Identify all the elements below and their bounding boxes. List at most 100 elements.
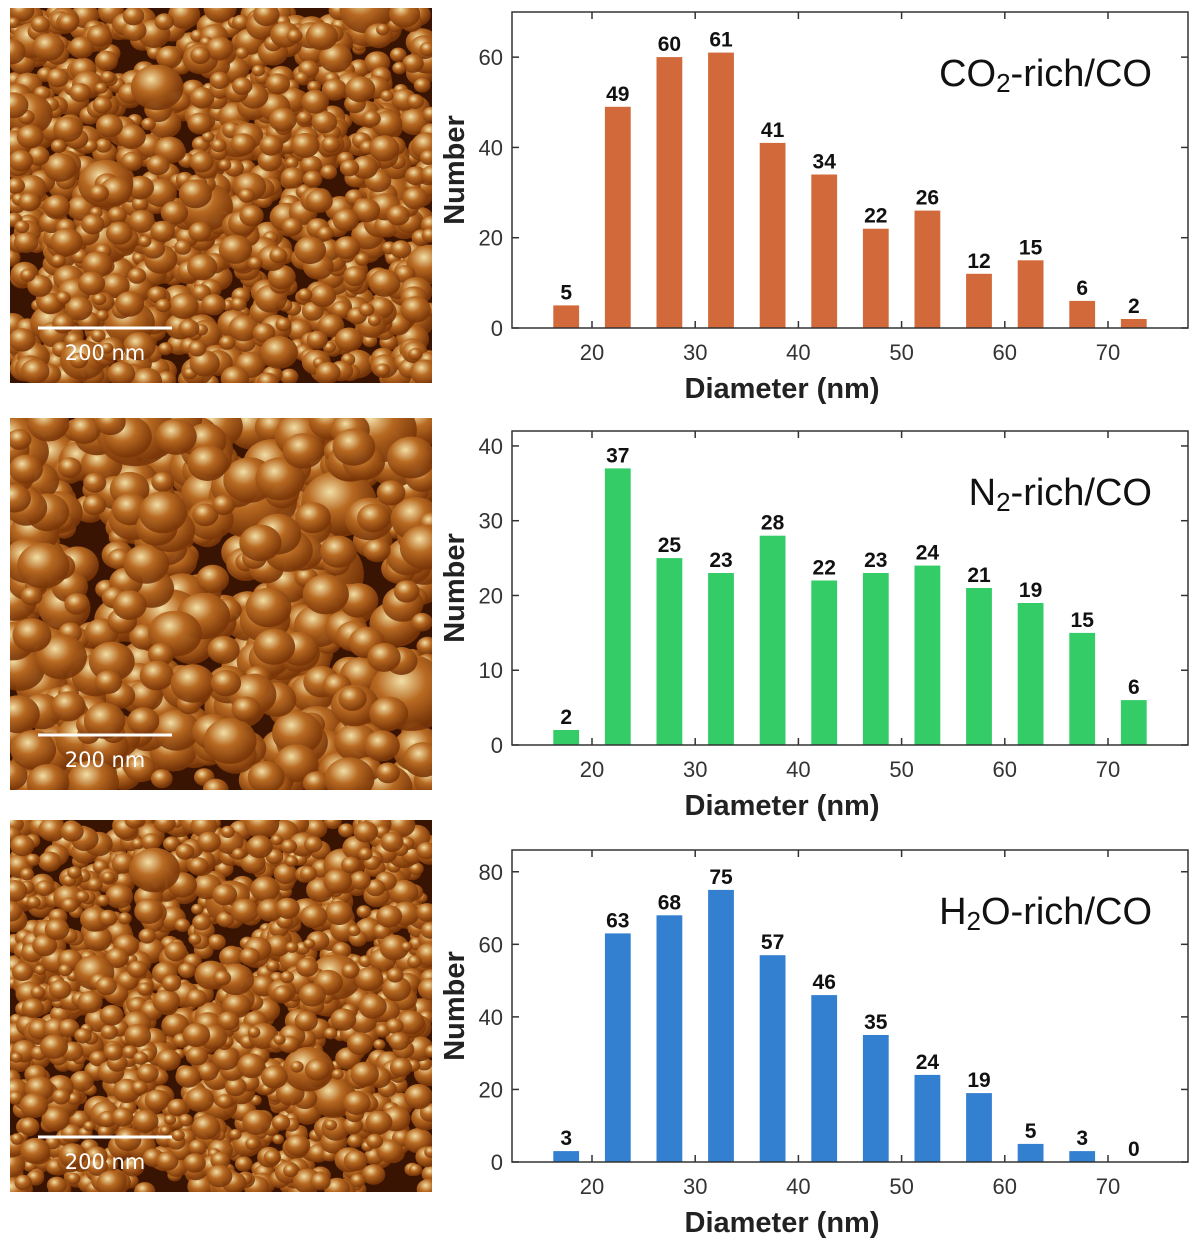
bar-value-label: 34 (813, 151, 837, 174)
bar-value-label: 23 (709, 549, 732, 572)
histogram-bar (1017, 260, 1044, 328)
histogram-bar (862, 1035, 889, 1162)
bar-value-label: 75 (709, 866, 733, 889)
x-tick-label: 20 (580, 757, 604, 782)
histogram-bar (1120, 319, 1147, 328)
panel-title: N2-rich/CO (969, 472, 1152, 517)
afm-image-3: 200 nm (10, 820, 432, 1192)
bar-value-label: 5 (560, 281, 572, 304)
bar-value-label: 0 (1128, 1138, 1140, 1161)
bar-value-label: 28 (761, 512, 785, 535)
y-tick-label: 40 (479, 1005, 503, 1030)
bar-value-label: 63 (606, 909, 629, 932)
histogram-bar (1120, 700, 1147, 745)
bar-value-label: 12 (967, 250, 990, 273)
plot-frame (511, 11, 1189, 329)
bar-value-label: 37 (606, 444, 629, 467)
bar-value-label: 57 (761, 931, 784, 954)
x-tick-label: 40 (786, 1174, 810, 1199)
histogram-bar (811, 580, 838, 745)
histogram-bar (708, 52, 734, 328)
scale-bar-label: 200 nm (65, 341, 146, 365)
y-tick-label: 60 (479, 932, 503, 957)
histogram-bar (1069, 632, 1096, 745)
y-tick-label: 80 (479, 860, 503, 885)
histogram-bar (708, 889, 734, 1162)
x-tick-label: 50 (889, 1174, 913, 1199)
histogram-bar (966, 588, 992, 745)
histogram-bar (553, 730, 580, 745)
histogram-bar (604, 106, 631, 328)
bar-value-label: 15 (1019, 236, 1043, 259)
histogram-bar (604, 468, 631, 745)
histogram-n2-rich: 2 37 25 23 28 22 23 24 21 19 15 6 20 30 40 50 60 70 0 10 20 3… (432, 415, 1200, 830)
x-axis-title: Diameter (nm) (685, 790, 880, 822)
x-tick-label: 30 (683, 1174, 707, 1199)
y-tick-label: 40 (479, 434, 503, 459)
y-axis-title: Number (439, 533, 471, 643)
histogram-bar (656, 558, 683, 745)
x-tick-label: 40 (786, 340, 810, 365)
histogram-bar (966, 273, 992, 328)
bar-value-label: 24 (916, 1051, 940, 1074)
histogram-bar (914, 565, 941, 745)
bar-value-label: 6 (1128, 676, 1140, 699)
bar-value-label: 15 (1071, 609, 1095, 632)
bar-value-label: 41 (761, 119, 785, 142)
afm-image-1: 200 nm (10, 8, 432, 383)
histogram-bar (1069, 1151, 1096, 1162)
bar-value-label: 26 (916, 187, 939, 210)
x-tick-label: 70 (1096, 1174, 1120, 1199)
bar-value-label: 5 (1025, 1120, 1037, 1143)
bar-value-label: 3 (1076, 1127, 1088, 1150)
x-tick-label: 70 (1096, 757, 1120, 782)
bar-value-label: 61 (709, 29, 733, 52)
histogram-bar (811, 174, 838, 328)
x-tick-label: 40 (786, 757, 810, 782)
bar-value-label: 22 (813, 557, 836, 580)
bar-value-label: 3 (560, 1127, 572, 1150)
x-tick-label: 50 (889, 340, 913, 365)
x-axis-title: Diameter (nm) (685, 1207, 880, 1239)
y-tick-label: 0 (491, 1150, 503, 1175)
x-tick-label: 60 (993, 1174, 1017, 1199)
y-tick-label: 60 (479, 45, 503, 70)
y-tick-label: 20 (479, 226, 503, 251)
bar-value-label: 21 (967, 564, 991, 587)
histogram-bar (604, 933, 631, 1162)
histogram-bar (862, 573, 889, 745)
histogram-bar (1069, 300, 1096, 328)
bar-value-label: 60 (658, 33, 681, 56)
bar-value-label: 23 (864, 549, 887, 572)
y-axis-title: Number (439, 115, 471, 225)
y-tick-label: 10 (479, 658, 503, 683)
histogram-bar (1017, 1143, 1044, 1162)
bar-value-label: 25 (658, 534, 682, 557)
x-tick-label: 20 (580, 1174, 604, 1199)
bar-value-label: 46 (813, 971, 836, 994)
afm-image-2: 200 nm (10, 418, 432, 790)
bar-value-label: 19 (967, 1069, 990, 1092)
histogram-bar (708, 573, 734, 745)
plot-frame (511, 430, 1189, 746)
bar-value-label: 24 (916, 542, 940, 565)
histogram-co2-rich: 5 49 60 61 41 34 22 26 12 15 6 2 20 30 40 50 60 70 0 20 40 60… (432, 0, 1200, 415)
y-tick-label: 40 (479, 135, 503, 160)
y-tick-label: 0 (491, 733, 503, 758)
x-tick-label: 50 (889, 757, 913, 782)
histogram-bar (862, 228, 889, 328)
x-tick-label: 60 (993, 757, 1017, 782)
histogram-bar (759, 142, 786, 328)
histogram-h2o-rich: 3 63 68 75 57 46 35 24 19 5 3 0 20 30 40 50 60 70 0 20 40 60 8… (432, 830, 1200, 1243)
x-tick-label: 30 (683, 340, 707, 365)
histogram-bar (811, 995, 838, 1162)
histogram-bar (553, 305, 580, 328)
y-tick-label: 20 (479, 583, 503, 608)
x-tick-label: 20 (580, 340, 604, 365)
panel-title: H2O-rich/CO (939, 891, 1152, 936)
histogram-bar (914, 210, 941, 328)
histogram-bar (656, 57, 683, 328)
bar-value-label: 22 (864, 205, 887, 228)
x-tick-label: 30 (683, 757, 707, 782)
x-tick-label: 60 (993, 340, 1017, 365)
